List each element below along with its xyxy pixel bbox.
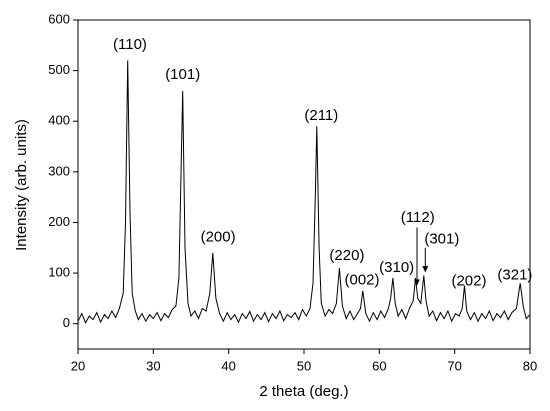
y-tick-label: 0 (63, 315, 70, 330)
x-tick-label: 50 (297, 358, 311, 373)
plot-frame (77, 19, 531, 350)
x-tick-label: 60 (372, 358, 386, 373)
x-tick-label: 20 (71, 358, 85, 373)
peak-label: (301) (424, 231, 459, 248)
peak-label: (200) (201, 229, 236, 246)
peak-label: (101) (165, 66, 200, 83)
data-line (77, 60, 531, 324)
peak-label: (321) (497, 267, 532, 284)
y-tick-label: 100 (48, 265, 70, 280)
peak-label: (310) (379, 259, 414, 276)
peak-label: (202) (451, 273, 486, 290)
x-tick-label: 40 (221, 358, 235, 373)
y-tick-label: 600 (48, 11, 70, 26)
x-axis-label: 2 theta (deg.) (259, 383, 348, 400)
x-tick-label: 80 (523, 358, 537, 373)
y-axis-label: Intensity (arb. units) (13, 119, 30, 251)
y-tick-label: 300 (48, 163, 70, 178)
x-tick-label: 70 (447, 358, 461, 373)
peak-label: (220) (329, 247, 364, 264)
y-tick-label: 200 (48, 214, 70, 229)
y-tick-label: 500 (48, 62, 70, 77)
peak-label: (110) (113, 36, 147, 53)
peak-label: (112) (401, 209, 435, 226)
peak-label: (002) (344, 272, 379, 289)
x-tick-label: 30 (146, 358, 160, 373)
y-tick-label: 400 (48, 113, 70, 128)
peak-label: (211) (304, 107, 338, 124)
